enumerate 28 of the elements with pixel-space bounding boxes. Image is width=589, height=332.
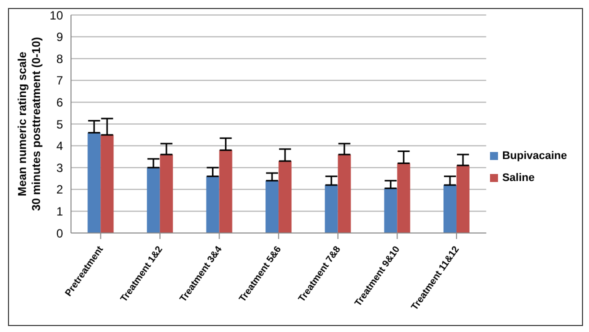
y-tick-label: 0 xyxy=(56,226,64,240)
y-tick-label: 2 xyxy=(56,182,64,197)
y-tick-label: 8 xyxy=(56,52,64,66)
y-tick-label: 7 xyxy=(56,74,64,88)
y-axis-title: Mean numeric rating scale 30 minutes posttreatment (0-10) xyxy=(17,36,43,211)
y-tick-label: 4 xyxy=(56,139,64,154)
bar xyxy=(100,134,114,233)
y-tick-label: 1 xyxy=(56,204,64,218)
bar xyxy=(88,132,101,233)
bar xyxy=(338,154,351,233)
bar xyxy=(397,163,410,233)
y-tick-label: 6 xyxy=(56,95,64,110)
bar xyxy=(443,185,456,233)
bar xyxy=(324,185,338,233)
bar xyxy=(456,165,470,233)
y-tick-label: 9 xyxy=(56,30,64,44)
legend-label: Bupivacaine xyxy=(502,150,567,162)
bar xyxy=(206,176,220,233)
bar xyxy=(146,168,160,233)
y-tick-label: 10 xyxy=(50,8,64,22)
bar xyxy=(160,154,173,233)
bar xyxy=(278,161,292,233)
bar xyxy=(219,150,232,233)
bar xyxy=(266,180,279,233)
y-tick-label: 5 xyxy=(56,117,64,132)
y-tick-label: 3 xyxy=(56,160,64,175)
legend-label: Saline xyxy=(502,172,535,184)
bar xyxy=(384,188,398,233)
